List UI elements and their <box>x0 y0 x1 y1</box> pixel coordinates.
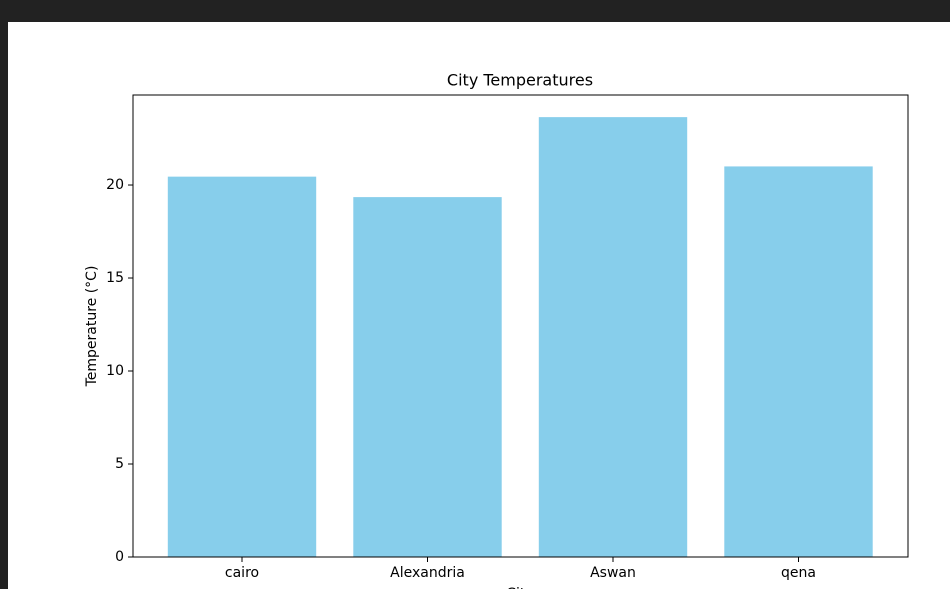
y-axis-label: Temperature (°C) <box>84 266 100 388</box>
bar <box>724 166 873 557</box>
bar <box>167 176 317 557</box>
title-bar <box>0 0 950 22</box>
window-edge <box>0 0 8 589</box>
bar <box>538 117 688 558</box>
x-axis-label: City <box>506 586 533 589</box>
y-tick-label: 5 <box>115 456 124 472</box>
y-tick-label: 20 <box>106 177 124 193</box>
y-tick-label: 15 <box>106 270 124 286</box>
y-tick-label: 0 <box>115 549 124 565</box>
y-tick-label: 10 <box>106 363 124 379</box>
x-tick-label: Aswan <box>590 565 636 581</box>
x-tick-label: Alexandria <box>390 565 465 581</box>
x-tick-label: qena <box>781 565 816 581</box>
axes-frame <box>132 94 909 558</box>
x-tick-label: cairo <box>225 565 259 581</box>
chart-title: City Temperatures <box>447 71 593 90</box>
bar <box>353 197 502 557</box>
